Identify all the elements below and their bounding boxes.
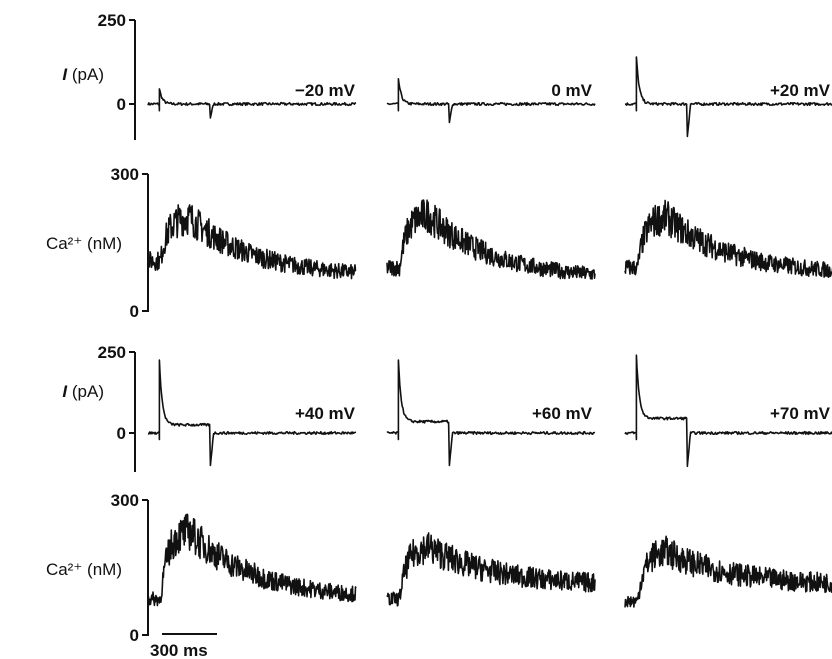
calcium-trace xyxy=(147,513,357,607)
calcium-trace xyxy=(386,532,596,607)
current-axis-bottom xyxy=(129,351,136,472)
current-axis-top xyxy=(129,19,136,140)
calcium-ylabel-bottom: Ca²⁺ (nM) xyxy=(46,560,122,579)
ytick-250-top: 250 xyxy=(98,11,126,30)
ytick-0-current-top: 0 xyxy=(117,95,126,114)
ytick-0-current-bottom: 0 xyxy=(117,424,126,443)
current-trace xyxy=(147,359,357,467)
ytick-0-calcium-top: 0 xyxy=(130,302,139,321)
current-trace xyxy=(147,88,357,119)
voltage-label: +40 mV xyxy=(295,404,356,423)
voltage-label: +20 mV xyxy=(770,81,831,100)
current-ylabel-top: I (pA) xyxy=(62,65,104,84)
current-trace xyxy=(624,56,832,138)
scale-bar-label: 300 ms xyxy=(150,641,208,659)
current-ylabel-bottom: I (pA) xyxy=(62,382,104,401)
calcium-trace xyxy=(386,199,596,280)
ytick-250-bottom: 250 xyxy=(98,343,126,362)
calcium-trace xyxy=(624,199,832,278)
calcium-axis-top xyxy=(142,173,149,312)
ytick-0-calcium-bottom: 0 xyxy=(130,626,139,645)
ytick-300-top: 300 xyxy=(111,165,139,184)
ytick-300-bottom: 300 xyxy=(111,491,139,510)
voltage-label: +70 mV xyxy=(770,404,831,423)
calcium-axis-bottom xyxy=(142,499,149,636)
voltage-label: −20 mV xyxy=(295,81,356,100)
voltage-label: 0 mV xyxy=(551,81,592,100)
calcium-trace xyxy=(147,204,357,280)
calcium-trace xyxy=(624,535,832,608)
current-trace xyxy=(386,78,596,124)
calcium-ylabel-top: Ca²⁺ (nM) xyxy=(46,234,122,253)
current-trace xyxy=(386,359,596,467)
voltage-label: +60 mV xyxy=(532,404,593,423)
current-trace xyxy=(624,354,832,468)
traces-layer xyxy=(147,56,832,608)
